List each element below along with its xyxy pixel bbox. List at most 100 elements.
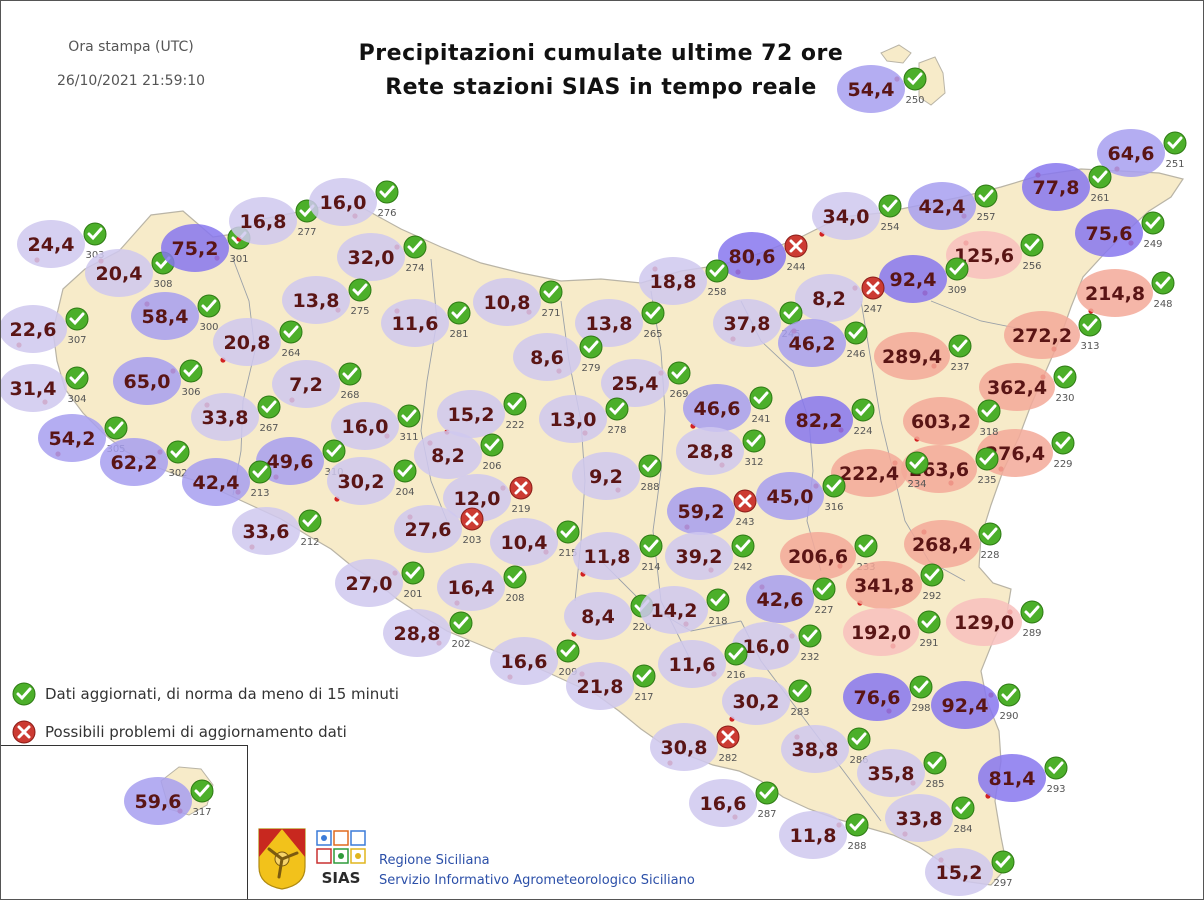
ustica-island-shape — [880, 44, 912, 64]
precipitation-value: 11,8 — [584, 546, 631, 568]
legend-problem-label: Possibili problemi di aggiornamento dati — [45, 723, 347, 741]
station-marker: 42,6 227 — [746, 575, 836, 623]
ok-status-icon — [991, 850, 1015, 874]
precipitation-value: 13,8 — [293, 290, 340, 312]
ok-status-icon — [503, 565, 527, 589]
station-marker: 27,0 201 — [335, 559, 425, 607]
ok-status-icon — [978, 522, 1002, 546]
ok-status-icon — [447, 301, 471, 325]
station-marker: 7,2 268 — [272, 360, 362, 408]
station-marker: 11,8 214 — [573, 532, 663, 580]
precipitation-value: 8,4 — [581, 606, 615, 628]
precipitation-bubble — [785, 396, 853, 444]
precipitation-value: 75,6 — [1086, 223, 1133, 245]
precipitation-bubble — [573, 532, 641, 580]
ok-status-icon — [997, 683, 1021, 707]
precipitation-bubble — [490, 637, 558, 685]
precipitation-value: 21,8 — [577, 676, 624, 698]
station-marker: 192,0 291 — [843, 608, 941, 656]
precipitation-value: 129,0 — [954, 612, 1014, 634]
ok-status-icon — [605, 397, 629, 421]
precipitation-bubble — [1022, 163, 1090, 211]
ok-status-icon — [322, 439, 346, 463]
station-marker: 129,0 289 — [946, 598, 1044, 646]
ok-status-icon — [903, 67, 927, 91]
station-marker: 92,4 290 — [931, 681, 1021, 729]
ok-status-icon — [847, 727, 871, 751]
station-marker: 11,6 216 — [658, 640, 748, 688]
station-id: 311 — [399, 432, 418, 443]
station-id: 265 — [643, 329, 662, 340]
precipitation-bubble — [746, 575, 814, 623]
station-marker: 82,2 224 — [785, 396, 875, 444]
problem-status-icon — [733, 489, 757, 513]
problem-status-icon — [12, 720, 36, 744]
precipitation-bubble — [713, 299, 781, 347]
precipitation-value: 13,0 — [550, 409, 597, 431]
station-id: 301 — [229, 254, 248, 265]
precipitation-value: 9,2 — [589, 466, 623, 488]
precipitation-bubble — [490, 518, 558, 566]
precipitation-value: 30,2 — [733, 691, 780, 713]
station-id: 288 — [847, 841, 866, 852]
ok-status-icon — [83, 222, 107, 246]
station-id: 218 — [708, 616, 727, 627]
ok-status-icon — [923, 751, 947, 775]
precipitation-bubble — [327, 457, 395, 505]
precipitation-value: 80,6 — [729, 246, 776, 268]
station-id: 304 — [67, 394, 86, 405]
precipitation-bubble — [779, 811, 847, 859]
precipitation-bubble — [780, 532, 856, 580]
precipitation-bubble — [946, 598, 1022, 646]
aeolian-island-shape — [918, 56, 946, 106]
station-marker: 272,2 313 — [1004, 311, 1102, 359]
ok-status-icon — [731, 534, 755, 558]
precipitation-value: 214,8 — [1085, 283, 1145, 305]
sias-logo: SIAS — [316, 830, 366, 887]
precipitation-bubble — [309, 178, 377, 226]
station-id: 250 — [905, 95, 924, 106]
problem-status-icon — [509, 476, 533, 500]
precipitation-value: 39,2 — [676, 546, 723, 568]
precipitation-value: 222,4 — [839, 463, 899, 485]
precipitation-bubble — [1097, 129, 1165, 177]
stations-layer: 54,4 250 64,6 251 77,8 261 75,6 249 214,8 248 272,… — [1, 65, 1187, 896]
precipitation-value: 92,4 — [890, 269, 937, 291]
station-marker: 21,8 217 — [566, 662, 656, 710]
precipitation-value: 24,4 — [28, 234, 75, 256]
station-id: 264 — [281, 348, 300, 359]
precipitation-bubble — [640, 586, 708, 634]
station-marker: 13,8 275 — [282, 276, 372, 324]
precipitation-value: 62,2 — [111, 452, 158, 474]
station-id: 249 — [1143, 239, 1162, 250]
station-id: 214 — [641, 562, 660, 573]
ok-status-icon — [977, 399, 1001, 423]
precipitation-value: 16,6 — [501, 651, 548, 673]
ok-status-icon — [298, 509, 322, 533]
station-marker: 31,4 304 — [1, 364, 89, 412]
station-marker: 16,6 209 — [490, 637, 580, 685]
station-id: 283 — [790, 707, 809, 718]
station-id: 204 — [395, 487, 414, 498]
station-marker: 30,2 204 — [327, 457, 417, 505]
station-id: 235 — [977, 475, 996, 486]
ok-status-icon — [632, 664, 656, 688]
station-marker: 9,2 288 — [572, 452, 662, 500]
precipitation-value: 58,4 — [142, 306, 189, 328]
precipitation-bubble — [575, 299, 643, 347]
precipitation-value: 20,4 — [96, 263, 143, 285]
region-coat-of-arms-logo — [258, 828, 306, 890]
station-id: 290 — [999, 711, 1018, 722]
ok-status-icon — [279, 320, 303, 344]
ok-status-icon — [1078, 313, 1102, 337]
station-id: 242 — [733, 562, 752, 573]
station-id: 284 — [953, 824, 972, 835]
station-marker: 13,8 265 — [575, 299, 665, 347]
precipitation-value: 33,8 — [896, 808, 943, 830]
station-marker: 16,6 287 — [689, 779, 779, 827]
legend-ok-row: Dati aggiornati, di norma da meno di 15 … — [11, 681, 399, 707]
precipitation-value: 276,4 — [985, 443, 1045, 465]
precipitation-value: 46,6 — [694, 398, 741, 420]
station-id: 271 — [541, 308, 560, 319]
